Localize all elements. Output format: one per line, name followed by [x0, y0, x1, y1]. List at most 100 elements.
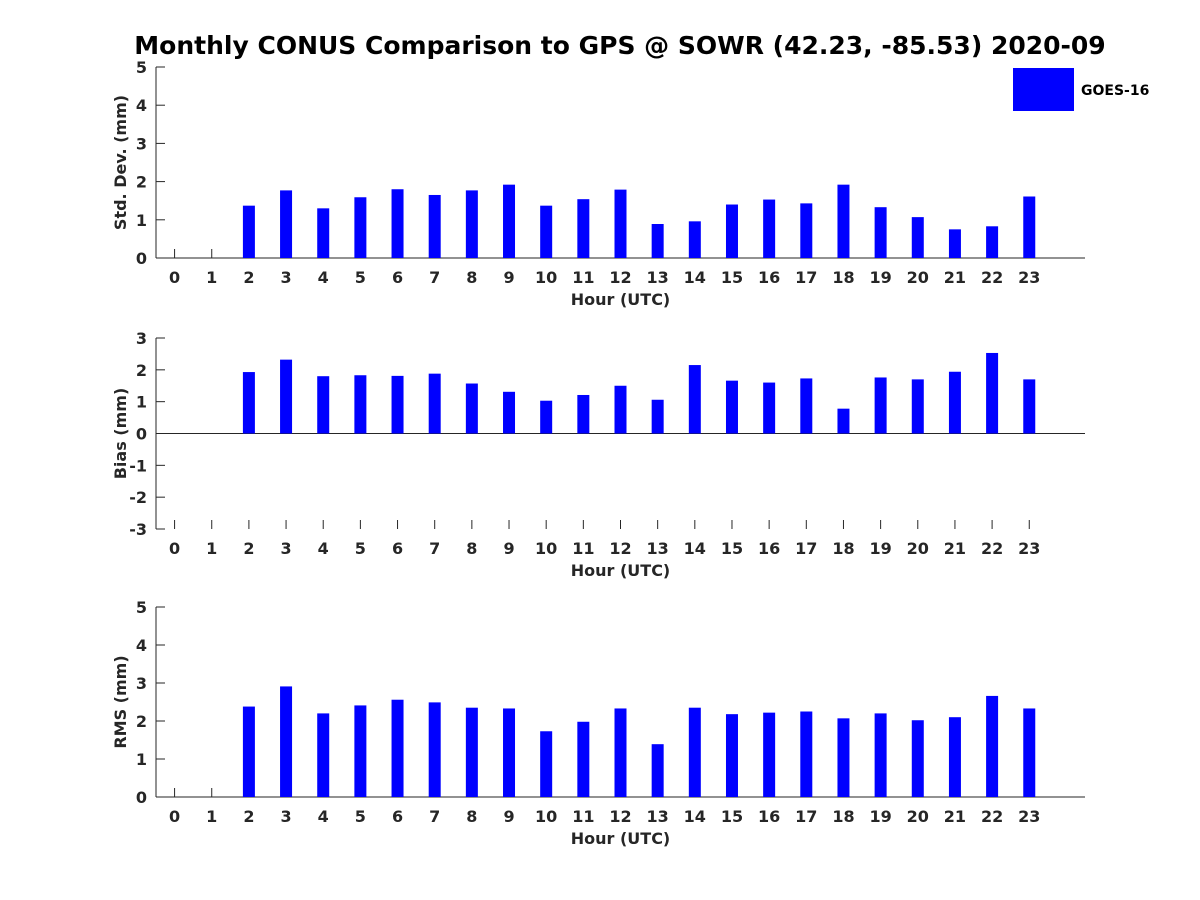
y-tick-label: 3 — [136, 674, 147, 693]
bar — [837, 184, 850, 258]
x-tick-label: 4 — [318, 539, 329, 558]
bar — [391, 375, 404, 434]
x-tick-label: 11 — [572, 268, 594, 287]
bar — [354, 705, 367, 797]
bar — [948, 717, 961, 797]
y-tick-label: 2 — [136, 361, 147, 380]
bar — [280, 190, 293, 258]
x-axis-label: Hour (UTC) — [571, 290, 671, 309]
bar — [465, 190, 478, 258]
bar — [317, 713, 330, 797]
x-tick-label: 16 — [758, 539, 780, 558]
bar — [503, 391, 516, 434]
x-tick-label: 16 — [758, 268, 780, 287]
y-axis-label: RMS (mm) — [111, 655, 130, 748]
bar — [688, 221, 701, 258]
bar — [837, 408, 850, 434]
bar — [354, 375, 367, 434]
x-tick-label: 17 — [795, 807, 817, 826]
bar — [503, 184, 516, 258]
x-tick-label: 3 — [280, 268, 291, 287]
legend-swatch — [1013, 68, 1074, 111]
x-tick-label: 20 — [907, 807, 929, 826]
bar — [465, 383, 478, 434]
x-tick-label: 8 — [466, 268, 477, 287]
bar — [874, 713, 887, 797]
bar — [986, 695, 999, 797]
bar — [911, 720, 924, 797]
x-tick-label: 7 — [429, 539, 440, 558]
bar — [540, 205, 553, 258]
x-tick-label: 16 — [758, 807, 780, 826]
x-tick-label: 9 — [503, 539, 514, 558]
x-tick-label: 3 — [280, 539, 291, 558]
x-tick-label: 4 — [318, 807, 329, 826]
x-tick-label: 0 — [169, 268, 180, 287]
x-tick-label: 12 — [609, 539, 631, 558]
x-tick-label: 18 — [832, 539, 854, 558]
x-axis-label: Hour (UTC) — [571, 829, 671, 848]
bar — [280, 359, 293, 434]
x-tick-label: 15 — [721, 807, 743, 826]
x-tick-label: 23 — [1018, 539, 1040, 558]
x-tick-label: 13 — [647, 539, 669, 558]
bar — [1023, 708, 1036, 797]
bar — [317, 376, 330, 434]
bar — [354, 197, 367, 258]
y-tick-label: 1 — [136, 750, 147, 769]
x-tick-label: 3 — [280, 807, 291, 826]
bar — [763, 382, 776, 434]
bar — [428, 373, 441, 434]
y-tick-label: 5 — [136, 58, 147, 77]
x-tick-label: 14 — [684, 268, 706, 287]
bar — [577, 394, 590, 434]
bar — [800, 203, 813, 258]
x-tick-label: 21 — [944, 268, 966, 287]
bar — [577, 199, 590, 258]
x-tick-label: 23 — [1018, 807, 1040, 826]
x-tick-label: 17 — [795, 539, 817, 558]
bar — [763, 199, 776, 258]
x-tick-label: 8 — [466, 539, 477, 558]
x-tick-label: 11 — [572, 539, 594, 558]
x-tick-label: 18 — [832, 807, 854, 826]
y-tick-label: 0 — [136, 425, 147, 444]
y-tick-label: -2 — [129, 488, 147, 507]
x-tick-label: 20 — [907, 268, 929, 287]
bar — [242, 205, 255, 258]
bar — [911, 217, 924, 258]
bar — [800, 378, 813, 434]
x-tick-label: 5 — [355, 539, 366, 558]
bar — [725, 714, 738, 797]
bar — [280, 686, 293, 797]
x-tick-label: 9 — [503, 807, 514, 826]
x-tick-label: 22 — [981, 539, 1003, 558]
bar — [465, 707, 478, 797]
x-tick-label: 2 — [243, 807, 254, 826]
x-tick-label: 0 — [169, 539, 180, 558]
bar — [688, 365, 701, 434]
bar — [391, 699, 404, 797]
x-tick-label: 7 — [429, 807, 440, 826]
x-tick-label: 6 — [392, 539, 403, 558]
bar — [242, 372, 255, 434]
y-axis-label: Bias (mm) — [111, 388, 130, 480]
legend-label: GOES-16 — [1081, 83, 1149, 99]
bar — [948, 371, 961, 434]
x-tick-label: 20 — [907, 539, 929, 558]
bar — [614, 189, 627, 258]
bar — [651, 224, 664, 258]
x-tick-label: 21 — [944, 807, 966, 826]
y-tick-label: 3 — [136, 134, 147, 153]
x-tick-label: 14 — [684, 807, 706, 826]
bar — [763, 712, 776, 797]
y-tick-label: 1 — [136, 211, 147, 230]
y-tick-label: 4 — [136, 96, 147, 115]
bar — [614, 385, 627, 434]
x-tick-label: 10 — [535, 268, 557, 287]
x-tick-label: 22 — [981, 807, 1003, 826]
bar — [725, 204, 738, 258]
y-tick-label: 3 — [136, 329, 147, 348]
